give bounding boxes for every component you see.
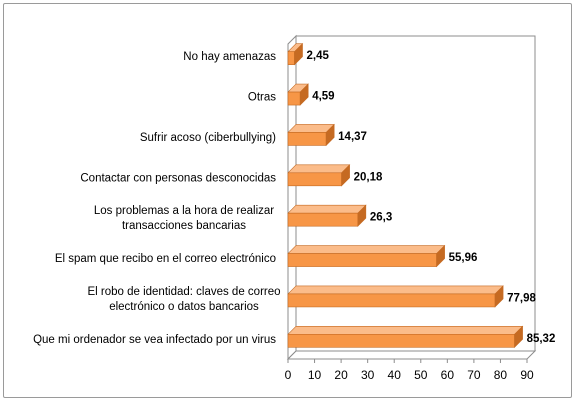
bar-end-face (341, 164, 350, 187)
bar-top-face (287, 326, 524, 335)
category-labels: No hay amenazas Otras Sufrir acoso (ciberb… (33, 51, 280, 346)
x-tick-label: 20 (334, 368, 348, 382)
category-label: Los problemas a la hora de realizar trans… (94, 205, 274, 232)
bar (287, 164, 351, 187)
x-tick-label: 30 (361, 368, 375, 382)
value-labels: 2,45 4,59 14,37 20,18 26,3 55,96 77,98 85,32 (307, 50, 556, 345)
value-label: 85,32 (527, 333, 556, 345)
bar-end-face (436, 244, 445, 268)
x-tick-label: 40 (388, 368, 402, 382)
bar (287, 83, 309, 106)
bar-chart: 0 10 20 30 40 50 60 70 80 90 No hay amenazas Otras… (33, 34, 556, 382)
x-tick-label: 60 (441, 368, 455, 382)
bar-front-face (287, 334, 515, 348)
bar-front-face (287, 293, 496, 308)
x-tick-label: 70 (467, 368, 481, 382)
category-label: Contactar con personas desconocidas (80, 172, 276, 184)
category-label: El robo de identidad: claves de correo el… (87, 286, 280, 313)
value-label: 55,96 (449, 252, 478, 264)
category-label: El spam que recibo en el correo electrón… (55, 253, 276, 265)
bar-end-face (494, 285, 504, 308)
x-axis: 0 10 20 30 40 50 60 70 80 90 (285, 358, 534, 382)
bar-front-face (287, 51, 295, 65)
floor (286, 350, 537, 360)
value-label: 20,18 (354, 171, 383, 183)
bar (287, 244, 446, 268)
bar-end-face (514, 325, 523, 349)
value-label: 14,37 (338, 131, 367, 143)
bar-end-face (299, 83, 309, 106)
bar-top-face (287, 164, 351, 174)
bar-front-face (287, 253, 437, 267)
x-tick-label: 50 (414, 368, 428, 382)
bar (287, 285, 504, 308)
value-label: 26,3 (370, 212, 392, 224)
category-label: Sufrir acoso (ciberbullying) (140, 132, 276, 144)
bar (287, 204, 367, 227)
bar-front-face (287, 132, 327, 146)
chart-frame: 0 10 20 30 40 50 60 70 80 90 No hay amenazas Otras… (3, 3, 572, 398)
side-wall (287, 34, 297, 361)
bar-top-face (287, 245, 446, 254)
x-tick-label: 90 (520, 368, 534, 382)
x-tick-label: 80 (494, 368, 508, 382)
bar (287, 42, 304, 66)
category-label: Otras (248, 92, 276, 104)
bar-end-face (325, 123, 335, 147)
bar-end-face (294, 42, 303, 66)
bar-front-face (287, 212, 359, 227)
value-label: 2,45 (307, 50, 330, 62)
x-tick-label: 0 (285, 368, 292, 382)
category-label: No hay amenazas (183, 51, 276, 63)
chart-walls (286, 34, 537, 361)
bar-front-face (287, 172, 342, 187)
value-label: 4,59 (312, 91, 334, 103)
bar (287, 123, 335, 147)
x-tick-label: 10 (308, 368, 322, 382)
value-label: 77,98 (507, 292, 536, 304)
category-label: Que mi ordenador se vea infectado por un… (33, 334, 276, 346)
bar-top-face (287, 285, 504, 295)
bars (287, 42, 524, 349)
bar-front-face (287, 91, 301, 106)
bar-end-face (357, 204, 367, 227)
bar (287, 325, 524, 349)
bar-top-face (287, 204, 367, 214)
